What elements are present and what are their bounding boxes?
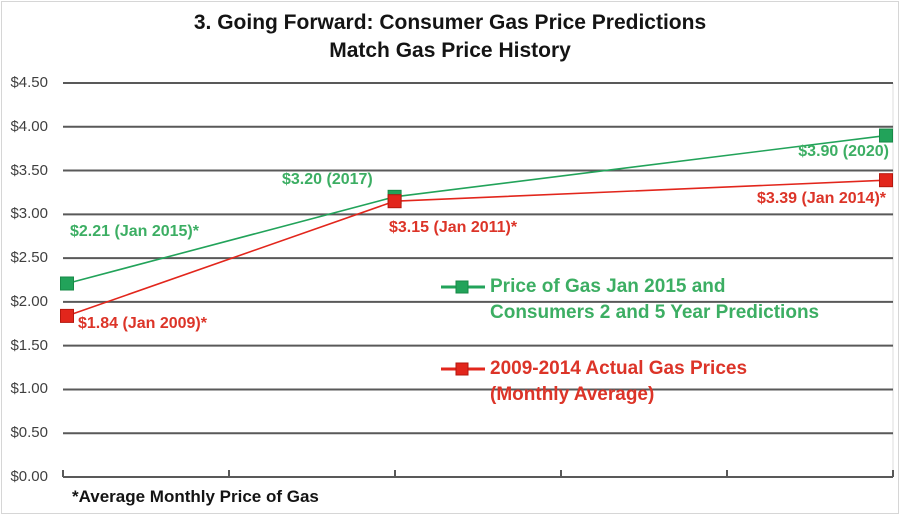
y-axis-tick-label: $1.50 <box>10 336 48 354</box>
predictions-data-point-marker <box>879 128 893 143</box>
legend-text-actual: 2009-2014 Actual Gas Prices (Monthly Ave… <box>490 356 747 408</box>
predictions-legend-marker-icon <box>441 280 485 294</box>
y-axis-tick-label: $1.00 <box>10 380 48 398</box>
y-axis-tick-label: $2.50 <box>10 249 48 267</box>
y-axis-tick-label: $3.50 <box>10 161 48 179</box>
predictions-point-label: $3.90 (2020) <box>798 143 889 160</box>
chart-title-line-1: 3. Going Forward: Consumer Gas Price Pre… <box>193 11 707 34</box>
legend-predictions-line-2: Consumers 2 and 5 Year Predictions <box>490 302 820 323</box>
legend-text-predictions: Price of Gas Jan 2015 and Consumers 2 an… <box>490 274 819 326</box>
actual-data-point-marker <box>387 194 402 209</box>
actual-point-label: $1.84 (Jan 2009)* <box>78 315 207 332</box>
y-axis-tick-label: $0.50 <box>10 424 48 442</box>
legend-entry-actual: 2009-2014 Actual Gas Prices (Monthly Ave… <box>440 356 747 408</box>
actual-data-point-marker <box>879 173 893 188</box>
predictions-point-label: $3.20 (2017) <box>282 171 373 188</box>
legend-predictions-line-1: Price of Gas Jan 2015 and <box>490 276 726 297</box>
actual-data-point-marker <box>60 308 74 323</box>
legend-entry-predictions: Price of Gas Jan 2015 and Consumers 2 an… <box>440 274 819 326</box>
chart-title-line-2: Match Gas Price History <box>329 39 571 62</box>
predictions-data-point-marker <box>60 276 74 291</box>
actual-point-label: $3.39 (Jan 2014)* <box>757 190 886 207</box>
y-axis-tick-label: $3.00 <box>10 205 48 223</box>
y-axis-tick-label: $0.00 <box>10 468 48 485</box>
legend-actual-line-1: 2009-2014 Actual Gas Prices <box>490 358 748 379</box>
chart-footnote: *Average Monthly Price of Gas <box>72 487 319 506</box>
predictions-point-label: $2.21 (Jan 2015)* <box>70 223 199 240</box>
y-axis-tick-label: $4.50 <box>10 74 48 91</box>
actual-point-label: $3.15 (Jan 2011)* <box>389 219 518 236</box>
y-axis-tick-label: $2.00 <box>10 292 48 310</box>
legend-actual-line-2: (Monthly Average) <box>490 384 655 405</box>
actual-legend-marker-icon <box>441 362 485 376</box>
chart-title: 3. Going Forward: Consumer Gas Price Pre… <box>0 9 900 65</box>
y-axis-tick-label: $4.00 <box>10 117 48 135</box>
